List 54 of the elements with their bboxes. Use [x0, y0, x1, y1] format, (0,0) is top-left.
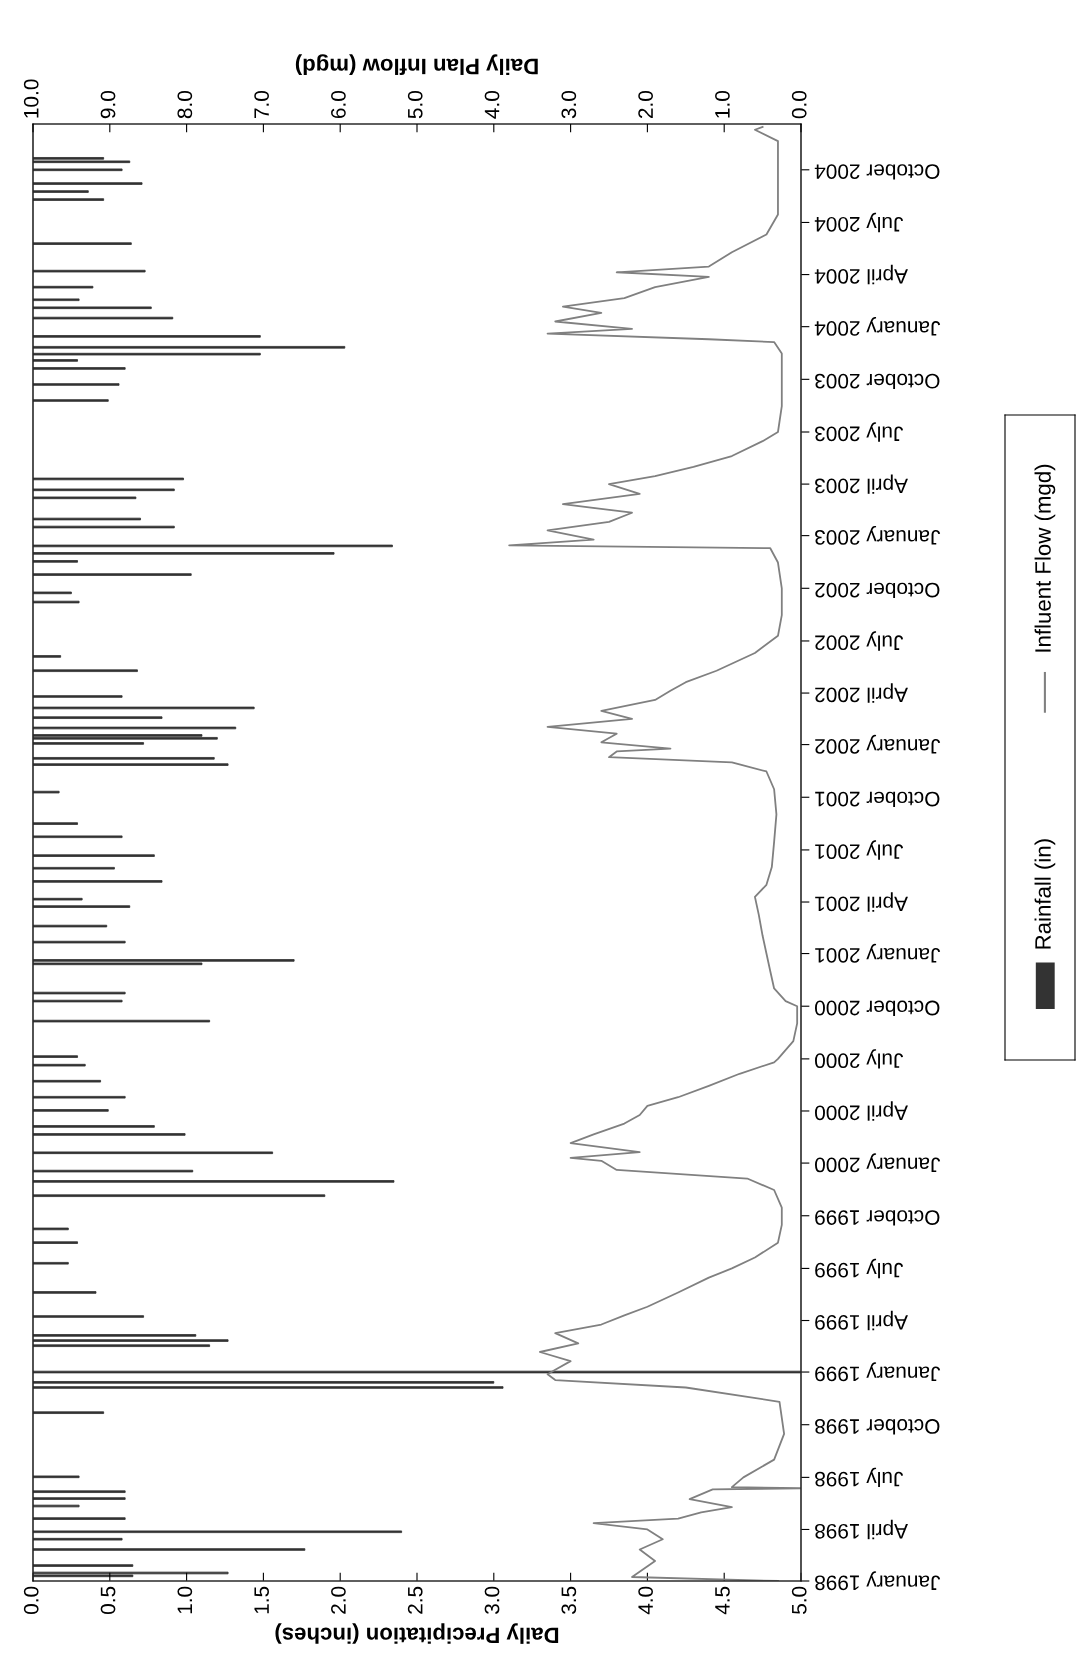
y-tick-label: January 2004	[814, 316, 941, 336]
x-tick-label: 5.0	[791, 1586, 807, 1614]
y-tick-label: July 2002	[815, 631, 904, 651]
y-tick-label: January 2003	[815, 525, 941, 545]
x2-tick-label: 0.0	[791, 90, 807, 119]
y-tick-label: October 2002	[815, 582, 940, 598]
y-tick-label: January 1998	[815, 1571, 941, 1591]
x-tick-label: 4.5	[715, 1586, 730, 1615]
x2-tick-label: 1.0	[715, 90, 730, 118]
y-tick-label: January 2002	[815, 734, 941, 754]
y-tick-label: January 2001	[815, 943, 941, 963]
x-tick-label: 1.5	[254, 1586, 269, 1614]
y-tick-label: October 1998	[815, 1419, 940, 1435]
x2-tick-label: 7.0	[254, 90, 269, 119]
y-tick-label: October 1999	[815, 1210, 940, 1226]
y-tick-label: April 2001	[815, 892, 908, 912]
x-tick-label: 2.5	[407, 1586, 423, 1614]
y-tick-label: October 2000	[815, 1000, 940, 1016]
y-tick-label: October 2004	[814, 164, 940, 180]
y-tick-label: January 1999	[815, 1362, 941, 1382]
x-tick-label: 2.0	[331, 1586, 346, 1614]
x2-tick-label: 4.0	[484, 90, 500, 119]
y-tick-label: October 2001	[815, 791, 940, 807]
x-tick-label: 0.5	[100, 1586, 116, 1615]
y-tick-label: April 2003	[815, 474, 908, 494]
x2-tick-label: 5.0	[407, 90, 423, 119]
y-tick-label: April 1998	[815, 1519, 908, 1540]
x-axis-title: Daily Precipitation (inches)	[275, 1623, 559, 1644]
x2-tick-label: 2.0	[638, 90, 653, 119]
x2-tick-label: 10.0	[23, 79, 39, 118]
x2-axis-title: Daily Plan Inflow (mgd)	[295, 54, 538, 75]
x-tick-label: 3.5	[561, 1586, 577, 1615]
y-tick-label: July 1998	[815, 1467, 904, 1488]
x2-tick-label: 9.0	[100, 90, 116, 119]
y-tick-label: July 1999	[815, 1258, 904, 1279]
y-tick-label: April 1999	[815, 1310, 908, 1331]
x-tick-label: 1.0	[177, 1586, 193, 1614]
text: Influent Flow (mgd)	[1034, 464, 1056, 652]
y-tick-label: April 2002	[815, 683, 908, 703]
y-tick-label: July 2000	[815, 1049, 904, 1069]
y-tick-label: July 2001	[815, 840, 904, 860]
y-tick-label: July 2004	[814, 212, 904, 233]
y-tick-label: October 2003	[815, 373, 940, 390]
x2-tick-label: 3.0	[561, 90, 577, 119]
x-tick-label: 0.0	[23, 1586, 39, 1615]
y-tick-label: April 2004	[814, 264, 908, 285]
x2-tick-label: 6.0	[331, 90, 346, 119]
y-tick-label: July 2003	[815, 422, 904, 442]
x-tick-label: 4.0	[638, 1586, 653, 1615]
x-tick-label: 3.0	[484, 1586, 500, 1615]
x2-tick-label: 8.0	[177, 90, 193, 119]
y-tick-label: April 2000	[815, 1101, 908, 1121]
y-tick-label: January 2000	[815, 1153, 941, 1173]
text: Rainfall (in)	[1034, 839, 1056, 949]
